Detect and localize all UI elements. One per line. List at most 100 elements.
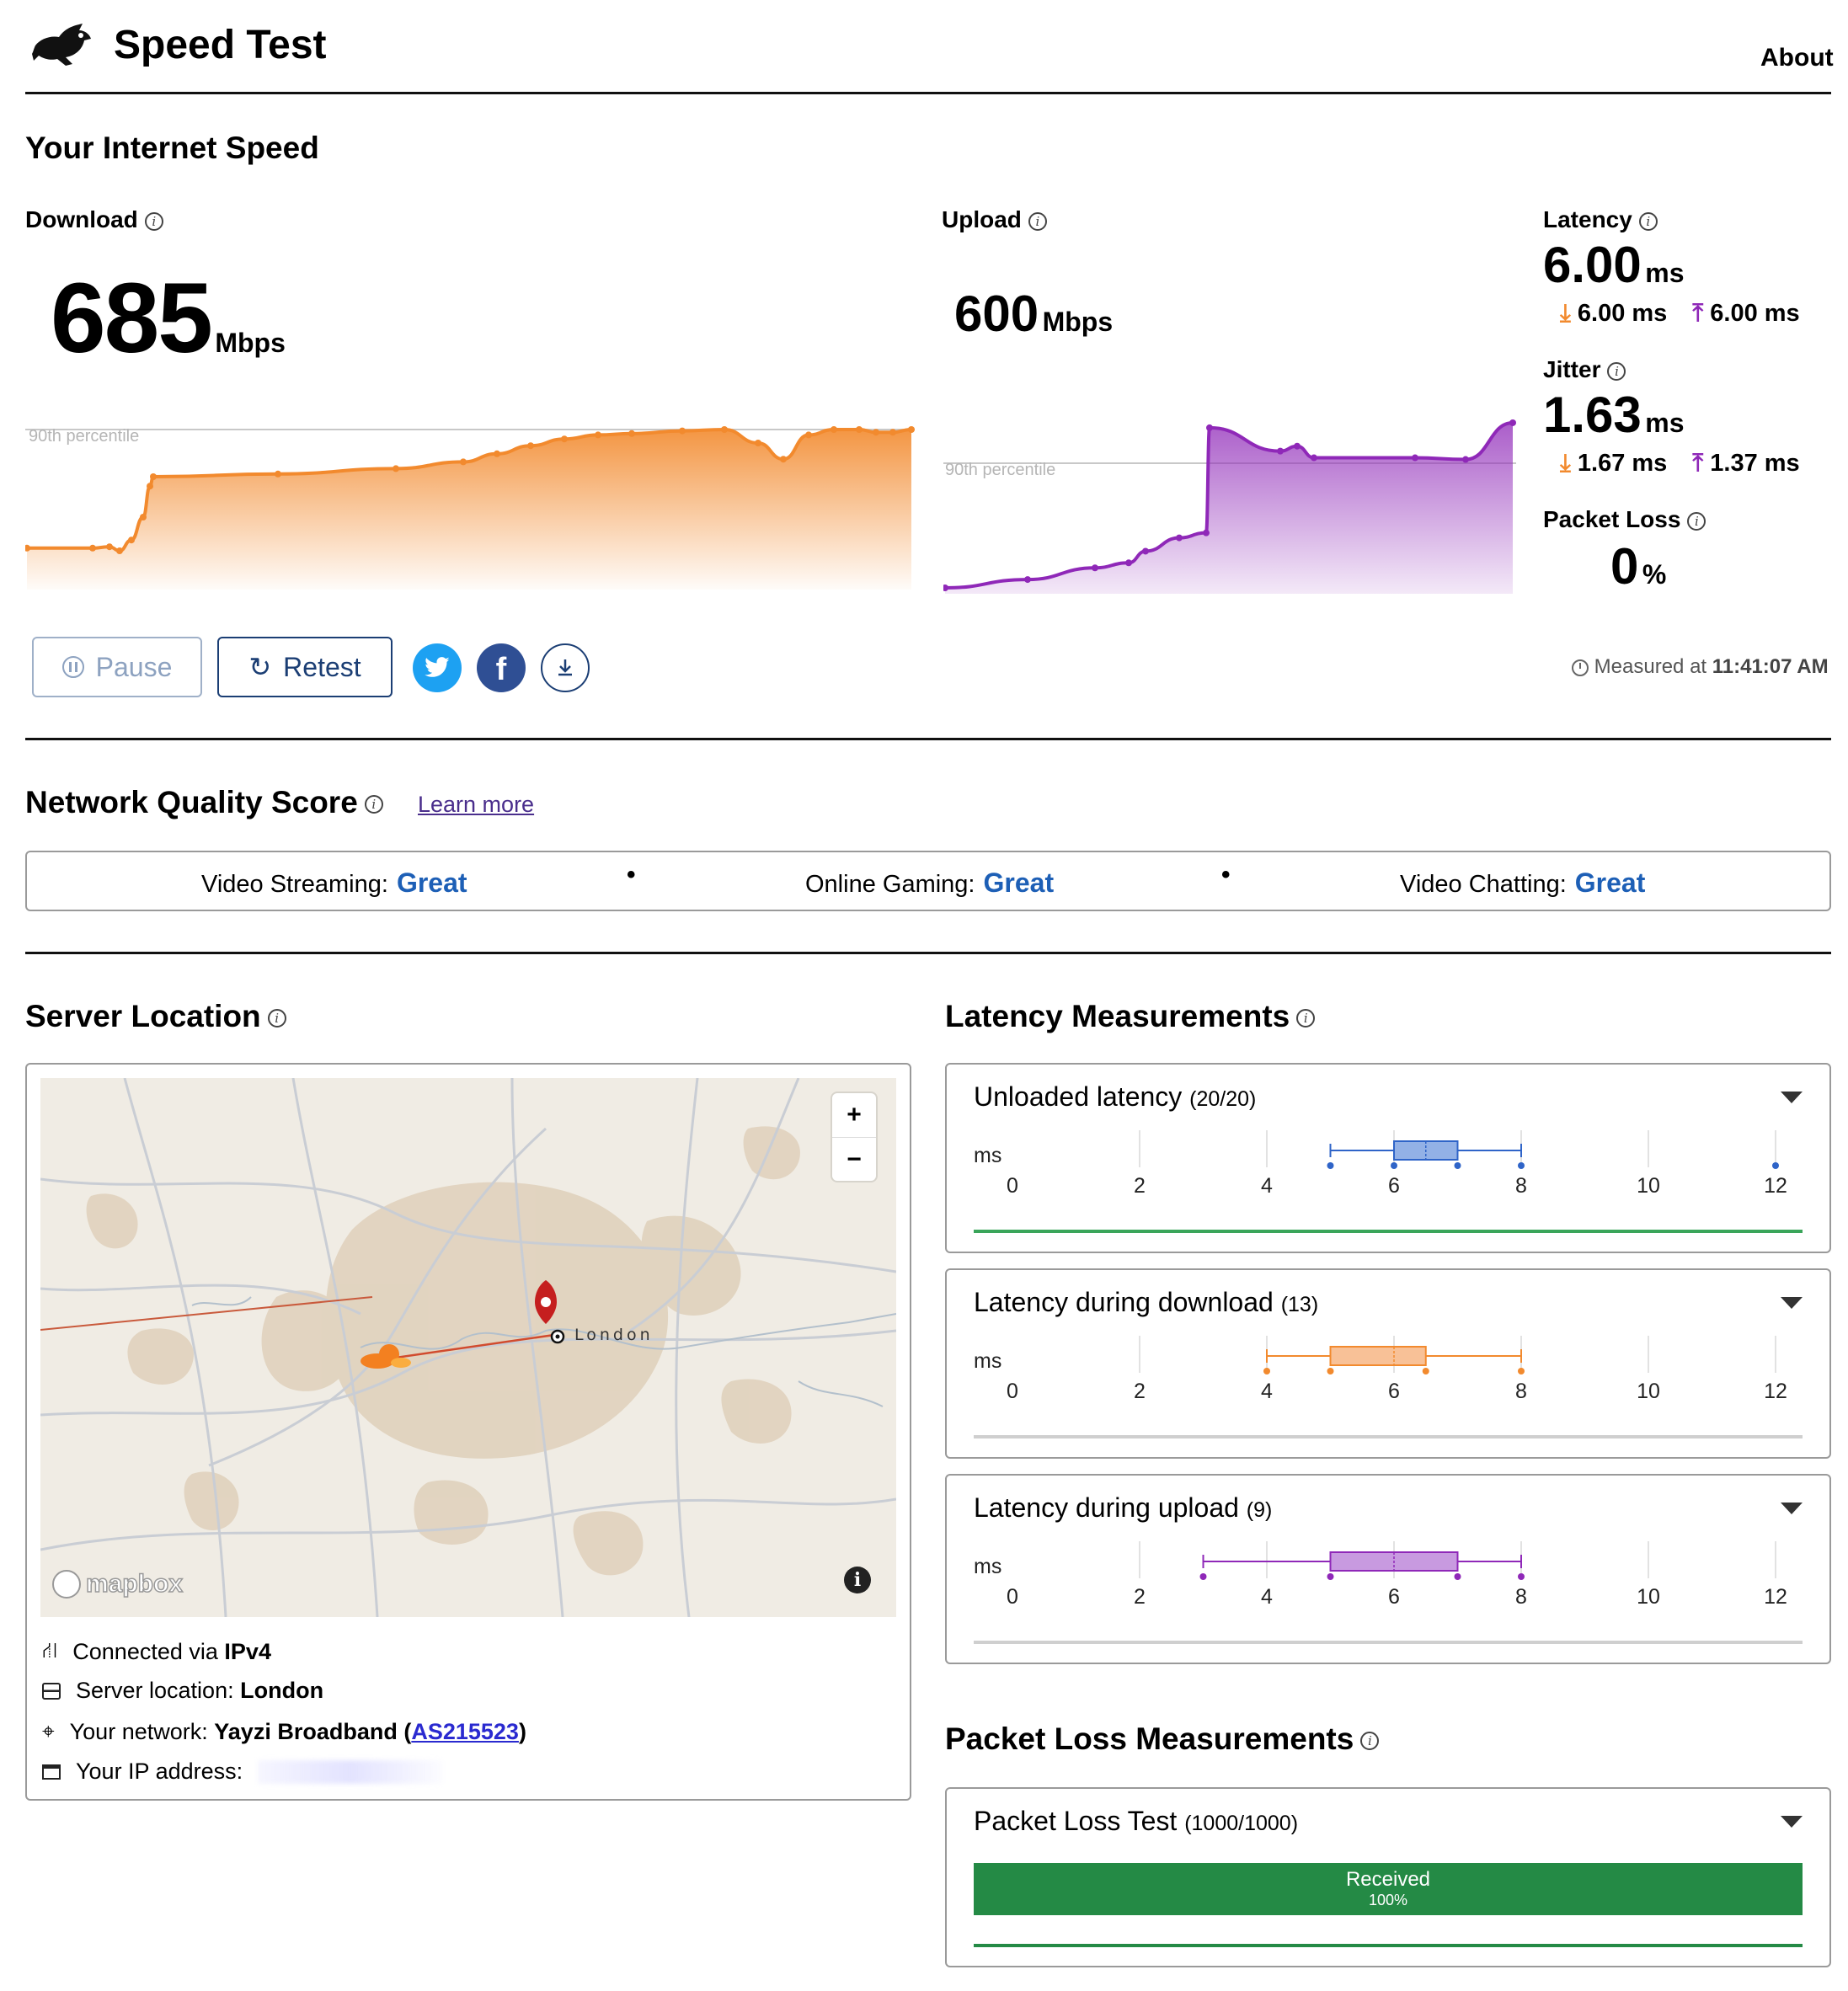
packet-loss-card-count: (1000/1000) [1184, 1812, 1299, 1835]
tick-label: 0 [1007, 1380, 1018, 1403]
info-icon[interactable]: i [364, 795, 383, 814]
server-icon [42, 1682, 61, 1700]
data-point [460, 458, 467, 466]
outlier-point [1772, 1162, 1779, 1169]
stat-point [1518, 1573, 1525, 1580]
pause-button[interactable]: Pause [32, 637, 202, 697]
latency-card-count: (9) [1246, 1498, 1273, 1522]
nq-video-chatting: Video Chatting: Great [1400, 867, 1645, 899]
asn-link[interactable]: AS215523 [411, 1718, 519, 1744]
received-label: Received [1345, 1868, 1431, 1891]
data-point [561, 435, 568, 443]
stat-point [1327, 1162, 1334, 1169]
chevron-down-icon[interactable] [1781, 1092, 1803, 1103]
data-point [89, 544, 96, 552]
latency-measurements-title: Latency Measurements i [945, 999, 1316, 1034]
tick-label: 8 [1515, 1380, 1527, 1403]
cloudflare-icon [361, 1344, 411, 1369]
data-point [147, 483, 153, 490]
unit-label: ms [974, 1555, 1001, 1578]
tick-label: 8 [1515, 1585, 1527, 1609]
packet-loss-card[interactable]: Packet Loss Test (1000/1000) Received 10… [945, 1787, 1831, 1967]
download-number: 685 [51, 263, 213, 374]
latency-card-title-text: Unloaded latency [974, 1081, 1183, 1112]
info-icon[interactable]: i [267, 1009, 286, 1028]
info-icon[interactable]: i [144, 211, 163, 231]
upload-arrow-icon: ⤒ [1692, 300, 1704, 327]
latency-card-count: (13) [1280, 1293, 1319, 1316]
iqr-box [1329, 1346, 1427, 1366]
data-point [908, 426, 915, 433]
latency-label: Latency i [1543, 206, 1658, 233]
info-icon[interactable]: i [1296, 1009, 1316, 1028]
info-icon[interactable]: i [1607, 361, 1626, 381]
clock-icon [1572, 659, 1589, 676]
upload-percentile-label: 90th percentile [945, 461, 1055, 479]
data-point [140, 514, 147, 520]
retest-label: Retest [283, 651, 361, 682]
download-results-button[interactable] [541, 643, 590, 692]
latency-unit: ms [1645, 258, 1685, 288]
data-point [1176, 534, 1183, 542]
facebook-icon: f [495, 651, 507, 687]
progress-track [974, 1435, 1803, 1439]
browser-window-icon [42, 1764, 61, 1780]
chevron-down-icon[interactable] [1781, 1503, 1803, 1514]
data-point [943, 584, 948, 591]
mapbox-text: mapbox [85, 1569, 184, 1599]
ip-address-row: Your IP address: [42, 1759, 444, 1785]
tick-label: 6 [1388, 1174, 1400, 1198]
network-value: Yayzi Broadband [214, 1718, 398, 1744]
about-link[interactable]: About [1760, 44, 1834, 72]
latency-card-count: (20/20) [1189, 1087, 1257, 1111]
facebook-share-button[interactable]: f [477, 643, 526, 692]
latency-box-plot: ms 0 2 4 6 8 10 12 [974, 1541, 1803, 1644]
nq-label: Online Gaming: [805, 871, 975, 898]
mapbox-logo[interactable]: mapbox [52, 1569, 184, 1599]
learn-more-link[interactable]: Learn more [418, 792, 535, 817]
info-icon[interactable]: i [1360, 1732, 1380, 1751]
tick-label: 12 [1764, 1585, 1787, 1609]
nq-video-streaming: Video Streaming: Great [201, 867, 467, 899]
download-value: 685 Mbps [51, 261, 286, 376]
zoom-controls: + − [832, 1093, 876, 1181]
packet-loss-measurements-title: Packet Loss Measurements i [945, 1721, 1380, 1757]
info-icon[interactable]: i [1687, 511, 1706, 531]
latency-card[interactable]: Latency during upload (9) ms 0 2 4 6 8 10 12 [945, 1474, 1831, 1664]
nq-online-gaming: Online Gaming: Great [805, 867, 1054, 899]
progress-track [974, 1641, 1803, 1644]
nq-value: Great [1574, 867, 1646, 898]
stat-point [1518, 1162, 1525, 1169]
logo-icon[interactable] [32, 20, 94, 67]
twitter-share-button[interactable] [413, 643, 462, 692]
progress-fill [974, 1230, 1803, 1233]
nq-value: Great [983, 867, 1055, 898]
connected-via-row: ⛙ Connected via IPv4 [42, 1637, 271, 1667]
speed-divider [25, 738, 1831, 740]
tick-label: 2 [1134, 1585, 1146, 1609]
latency-card[interactable]: Unloaded latency (20/20) ms 0 2 4 6 8 10 12 [945, 1063, 1831, 1253]
chevron-down-icon[interactable] [1781, 1816, 1803, 1828]
info-icon[interactable]: i [1028, 211, 1047, 231]
latency-card[interactable]: Latency during download (13) ms 0 2 4 6 8 10 12 [945, 1268, 1831, 1459]
map-canvas [40, 1078, 896, 1617]
mapbox-icon [52, 1570, 81, 1599]
packet-loss-number: 0 [1610, 538, 1639, 595]
nq-value: Great [396, 867, 467, 898]
location-prefix: Server location: [76, 1678, 234, 1703]
received-bar: Received 100% [974, 1863, 1803, 1915]
zoom-in-button[interactable]: + [832, 1093, 876, 1138]
retest-button[interactable]: ↻ Retest [217, 637, 393, 697]
chevron-down-icon[interactable] [1781, 1297, 1803, 1309]
server-location-title: Server Location i [25, 999, 286, 1034]
info-icon[interactable]: i [1638, 211, 1658, 231]
map-info-button[interactable]: i [844, 1567, 871, 1593]
map[interactable]: London + − mapbox i [40, 1078, 896, 1617]
data-point [25, 544, 30, 552]
data-point [1092, 564, 1098, 572]
data-point [805, 431, 812, 439]
tick-label: 0 [1007, 1585, 1018, 1609]
stat-point [1454, 1162, 1461, 1169]
zoom-out-button[interactable]: − [847, 1145, 862, 1173]
tick-label: 10 [1637, 1585, 1660, 1609]
